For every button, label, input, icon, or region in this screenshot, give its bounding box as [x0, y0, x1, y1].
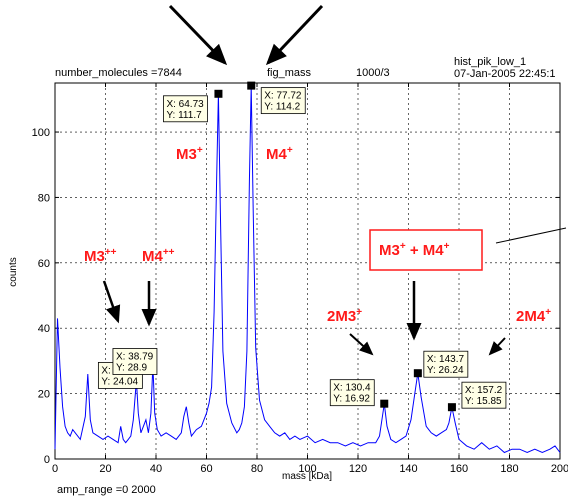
fig-name-label: fig_mass [267, 67, 312, 79]
x-tick-label: 100 [298, 463, 316, 475]
ratio-label: 1000/3 [356, 67, 390, 79]
y-tick-label: 20 [38, 389, 50, 401]
mass-spectrum-line [54, 85, 561, 454]
x-tick-label: 60 [200, 463, 212, 475]
datatip-background [260, 87, 306, 115]
x-tick-label: 160 [450, 463, 468, 475]
datatip-background [112, 348, 158, 375]
y-tick-label: 60 [38, 258, 50, 270]
y-tick-label: 80 [38, 192, 50, 204]
datatip-background [329, 379, 375, 407]
datatip-box: X: 77.72Y: 114.2 [260, 87, 306, 115]
annotation-m3-m4-combined: M3+ + M4+ [379, 241, 450, 259]
datatip-y-text: Y: 26.24 [427, 365, 464, 376]
y-tick-label: 100 [32, 127, 50, 139]
x-tick-label: 180 [500, 463, 518, 475]
datatip-x-text: X: 130.4 [333, 383, 371, 394]
arrow-2m4-plus [488, 337, 506, 356]
datatip-y-text: Y: 24.04 [101, 376, 138, 387]
series-group [54, 85, 561, 454]
x-tick-label: 0 [52, 463, 58, 475]
timestamp-label: 07-Jan-2005 22:45:1 [454, 68, 556, 80]
arrow-m3-plusplus [102, 280, 121, 324]
datatips: X: 64.73Y: 111.7X: 77.72Y: 114.2X: 32.23… [97, 87, 507, 409]
datatip-marker [447, 403, 456, 412]
y-tick-label: 0 [44, 454, 50, 466]
y-axis-label: counts [8, 257, 19, 286]
callout-arrows [102, 280, 506, 356]
datatip-marker [413, 369, 422, 378]
y-tick-label: 40 [38, 323, 50, 335]
amp-range-label: amp_range =0 2000 [57, 484, 156, 496]
datatip-box: X: 157.2Y: 15.85 [461, 381, 507, 409]
datatip-box: X: 130.4Y: 16.92 [329, 379, 375, 407]
plot-area: 0 20 40 60 80 100 120 140 160 180 200 0 20 40 60 80 100 [32, 81, 568, 475]
datatip-y-text: Y: 111.7 [166, 110, 202, 121]
datatip-x-text: X: 157.2 [465, 385, 503, 396]
x-tick-label: 200 [551, 463, 568, 475]
x-axis-label: mass [kDa] [282, 471, 332, 482]
x-tick-label: 20 [99, 463, 111, 475]
datatip-x-text: X: 64.73 [166, 99, 204, 110]
axis-ticks: 0 20 40 60 80 100 120 140 160 180 200 0 20 40 60 80 100 [32, 83, 568, 475]
hist-name-label: hist_pik_low_1 [454, 56, 526, 68]
annotation-2m3-plus: 2M3+ [327, 307, 362, 325]
datatip-background [423, 350, 469, 378]
x-tick-label: 120 [349, 463, 367, 475]
datatip-y-text: Y: 15.85 [465, 396, 502, 407]
annotation-2m4-plus: 2M4+ [516, 307, 551, 325]
datatip-marker [380, 399, 389, 408]
top-arrow-right [265, 4, 324, 66]
datatip-y-text: Y: 16.92 [333, 394, 370, 405]
x-tick-label: 40 [150, 463, 162, 475]
datatip-box: X: 64.73Y: 111.7 [163, 95, 208, 123]
datatip-box: X: 38.79Y: 28.9 [112, 348, 158, 375]
top-arrow-left [168, 4, 228, 66]
x-tick-label: 80 [251, 463, 263, 475]
annotations: M3+ M4+ M3++ M4++ 2M3+ 2M4+ M3+ + M4+ [84, 145, 567, 325]
annotation-m3-plusplus: M3++ [84, 247, 117, 265]
annotation-m3-plus: M3+ [176, 145, 203, 163]
datatip-background [461, 381, 507, 409]
datatip-y-text: Y: 114.2 [264, 102, 300, 113]
number-molecules-label: number_molecules =7844 [55, 67, 182, 79]
x-tick-label: 140 [399, 463, 417, 475]
arrow-2m3-plus [349, 333, 374, 356]
datatip-x-text: X: 38.79 [116, 352, 154, 363]
annotation-m4-plusplus: M4++ [142, 247, 175, 265]
annotation-box-m3-m4 [369, 229, 483, 271]
datatip-background [163, 95, 208, 123]
annotation-m4-plus: M4+ [266, 145, 293, 163]
datatip-x-text: X: 77.72 [264, 91, 302, 102]
datatip-y-text: Y: 28.9 [116, 363, 148, 374]
datatip-marker [247, 81, 256, 90]
annotation-box-pointer-line [495, 227, 567, 244]
datatip-x-text: X: 143.7 [427, 354, 465, 365]
datatip-marker [214, 89, 223, 98]
datatip-box: X: 143.7Y: 26.24 [423, 350, 469, 378]
